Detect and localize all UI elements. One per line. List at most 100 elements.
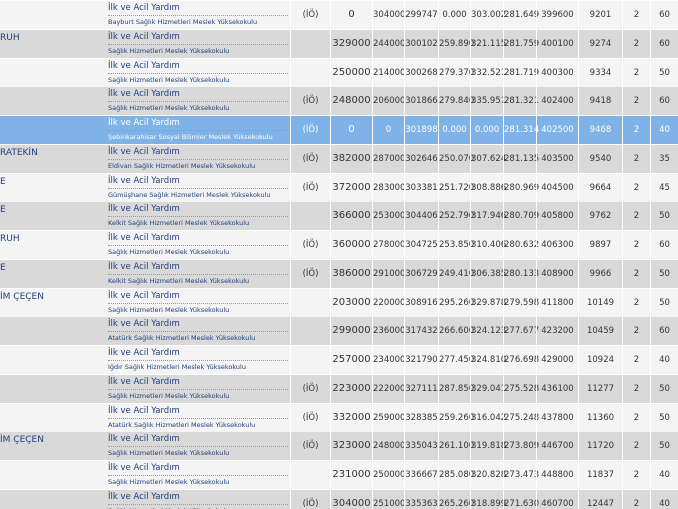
table-row[interactable]: RUH İlk ve Acil Yardım Sağlık Hizmetleri M… xyxy=(0,29,678,59)
value-cell: 234000 xyxy=(372,346,405,374)
type-cell: (İÖ) xyxy=(290,231,330,259)
program-name: İlk ve Acil Yardım xyxy=(108,377,288,390)
table-row[interactable]: İlk ve Acil Yardım Atatürk Sağlık Hizmetl… xyxy=(0,403,678,433)
table-row[interactable]: İM ÇEÇEN İlk ve Acil Yardım Sağlık Hizmetl… xyxy=(0,288,678,318)
table-row[interactable]: E İlk ve Acil Yardım Kelkit Sağlık Hizmetl… xyxy=(0,259,678,289)
value-cell: 248000 xyxy=(330,87,372,116)
value-cell: 446700 xyxy=(536,432,578,461)
value-cell: 265.260 xyxy=(438,489,474,509)
student-name: E xyxy=(0,176,6,187)
value-cell: 60 xyxy=(650,29,678,58)
value-cell: 280.133 xyxy=(503,259,539,288)
value-cell: 50 xyxy=(650,432,678,461)
value-cell: 222000 xyxy=(372,374,405,403)
school-name: Kelkit Sağlık Hizmetleri Meslek Yüksekok… xyxy=(108,276,250,285)
program-name: İlk ve Acil Yardım xyxy=(108,176,288,189)
value-cell: 259.260 xyxy=(438,403,474,432)
value-cell: 9201 xyxy=(578,1,622,29)
value-cell: 318.899 xyxy=(470,489,506,509)
value-cell: 302646 xyxy=(404,144,438,173)
value-cell: 277.677 xyxy=(503,317,539,346)
school-name: Sağlık Hizmetleri Meslek Yüksekokulu xyxy=(108,449,230,458)
value-cell: 279.840 xyxy=(438,87,474,116)
value-cell: 0 xyxy=(372,116,404,144)
value-cell: 423200 xyxy=(536,317,578,346)
value-cell: 2 xyxy=(622,87,650,116)
value-cell: 12447 xyxy=(578,489,622,509)
value-cell: 2 xyxy=(622,58,650,87)
school-name: Sağlık Hizmetleri Meslek Yüksekokulu xyxy=(108,104,230,113)
table-row[interactable]: İM ÇEÇEN İlk ve Acil Yardım Sağlık Hizmetl… xyxy=(0,432,678,462)
type-cell xyxy=(290,29,330,58)
value-cell: 336667 xyxy=(404,461,438,489)
program-name: İlk ve Acil Yardım xyxy=(108,204,288,218)
value-cell: 307.624 xyxy=(470,144,506,173)
value-cell: 35 xyxy=(650,144,678,173)
school-name: Gümüşhane Sağlık Hizmetleri Meslek Yükse… xyxy=(108,190,271,199)
school-name: Atatürk Sağlık Hizmetleri Meslek Yükseko… xyxy=(108,420,256,429)
school-name: Kelkit Sağlık Hizmetleri Meslek Yüksekok… xyxy=(108,219,250,228)
school-name: Atatürk Sağlık Hizmetleri Meslek Yükseko… xyxy=(108,334,256,343)
value-cell: 9418 xyxy=(578,87,622,116)
value-cell: 437800 xyxy=(536,403,578,432)
school-name: Eldivan Sağlık Hizmetleri Meslek Yükseko… xyxy=(108,161,256,170)
table-row[interactable]: E İlk ve Acil Yardım Gümüşhane Sağlık Hizm… xyxy=(0,173,678,203)
value-cell: 60 xyxy=(650,87,678,116)
value-cell: 206000 xyxy=(372,87,405,116)
table-row[interactable]: RATEKİN İlk ve Acil Yardım Eldivan Sağlık … xyxy=(0,144,678,174)
value-cell: 11360 xyxy=(578,403,622,432)
value-cell: 0.000 xyxy=(438,116,470,144)
school-name: Sağlık Hizmetleri Meslek Yüksekokulu xyxy=(108,46,230,55)
program-name: İlk ve Acil Yardım xyxy=(108,61,288,74)
table-row[interactable]: İlk ve Acil Yardım Atatürk Sağlık Hizmetl… xyxy=(0,317,678,347)
value-cell: 277.450 xyxy=(438,346,474,374)
value-cell: 250.070 xyxy=(438,144,474,173)
value-cell: 0 xyxy=(330,1,372,29)
value-cell: 324.810 xyxy=(470,346,506,374)
value-cell: 251000 xyxy=(372,489,405,509)
value-cell: 50 xyxy=(650,259,678,288)
value-cell: 40 xyxy=(650,116,678,144)
value-cell: 402400 xyxy=(536,87,578,116)
table-row[interactable]: İlk ve Acil Yardım Iğdır Sağlık Hizmetler… xyxy=(0,346,678,375)
type: (İÖ) xyxy=(302,153,319,164)
type-cell: (İÖ) xyxy=(290,489,330,509)
value-cell: 406300 xyxy=(536,231,578,259)
type: (İÖ) xyxy=(302,412,319,423)
value-cell: 273.809 xyxy=(503,432,539,461)
value-cell: 2 xyxy=(622,29,650,58)
value-cell: 405800 xyxy=(536,202,578,231)
type: (İÖ) xyxy=(302,10,319,20)
value-cell: 250000 xyxy=(372,461,405,489)
value-cell: 257000 xyxy=(330,346,372,374)
program-name: İlk ve Acil Yardım xyxy=(108,434,288,448)
value-cell: 2 xyxy=(622,259,650,288)
value-cell: 304725 xyxy=(404,231,438,259)
value-cell: 60 xyxy=(650,1,678,29)
value-cell: 244000 xyxy=(372,29,405,58)
value-cell: 281.759 xyxy=(503,29,539,58)
program-name: İlk ve Acil Yardım xyxy=(108,89,288,103)
table-row[interactable]: İlk ve Acil Yardım Şebinkarahisar Sosyal … xyxy=(0,116,678,145)
value-cell: 11837 xyxy=(578,461,622,489)
value-cell: 279.370 xyxy=(438,58,474,87)
type: (İÖ) xyxy=(302,383,319,394)
value-cell: 304000 xyxy=(330,489,372,509)
school-name: Iğdır Sağlık Hizmetleri Meslek Yüksekoku… xyxy=(108,363,246,371)
table-row[interactable]: RUH İlk ve Acil Yardım Sağlık Hizmetleri M… xyxy=(0,231,678,260)
table-row[interactable]: E İlk ve Acil Yardım Kelkit Sağlık Hizmetl… xyxy=(0,202,678,232)
value-cell: 306729 xyxy=(404,259,438,288)
school-name: Sağlık Hizmetleri Meslek Yüksekokulu xyxy=(108,248,230,256)
table-row[interactable]: İlk ve Acil Yardım Bayburt Sağlık Hizmetl… xyxy=(0,1,678,30)
type-cell xyxy=(290,317,330,346)
value-cell: 2 xyxy=(622,403,650,432)
value-cell: 317.946 xyxy=(470,202,506,231)
school-name: Sağlık Hizmetleri Meslek Yüksekokulu xyxy=(108,305,230,314)
type-cell: (İÖ) xyxy=(290,173,330,202)
value-cell: 460700 xyxy=(536,489,578,509)
